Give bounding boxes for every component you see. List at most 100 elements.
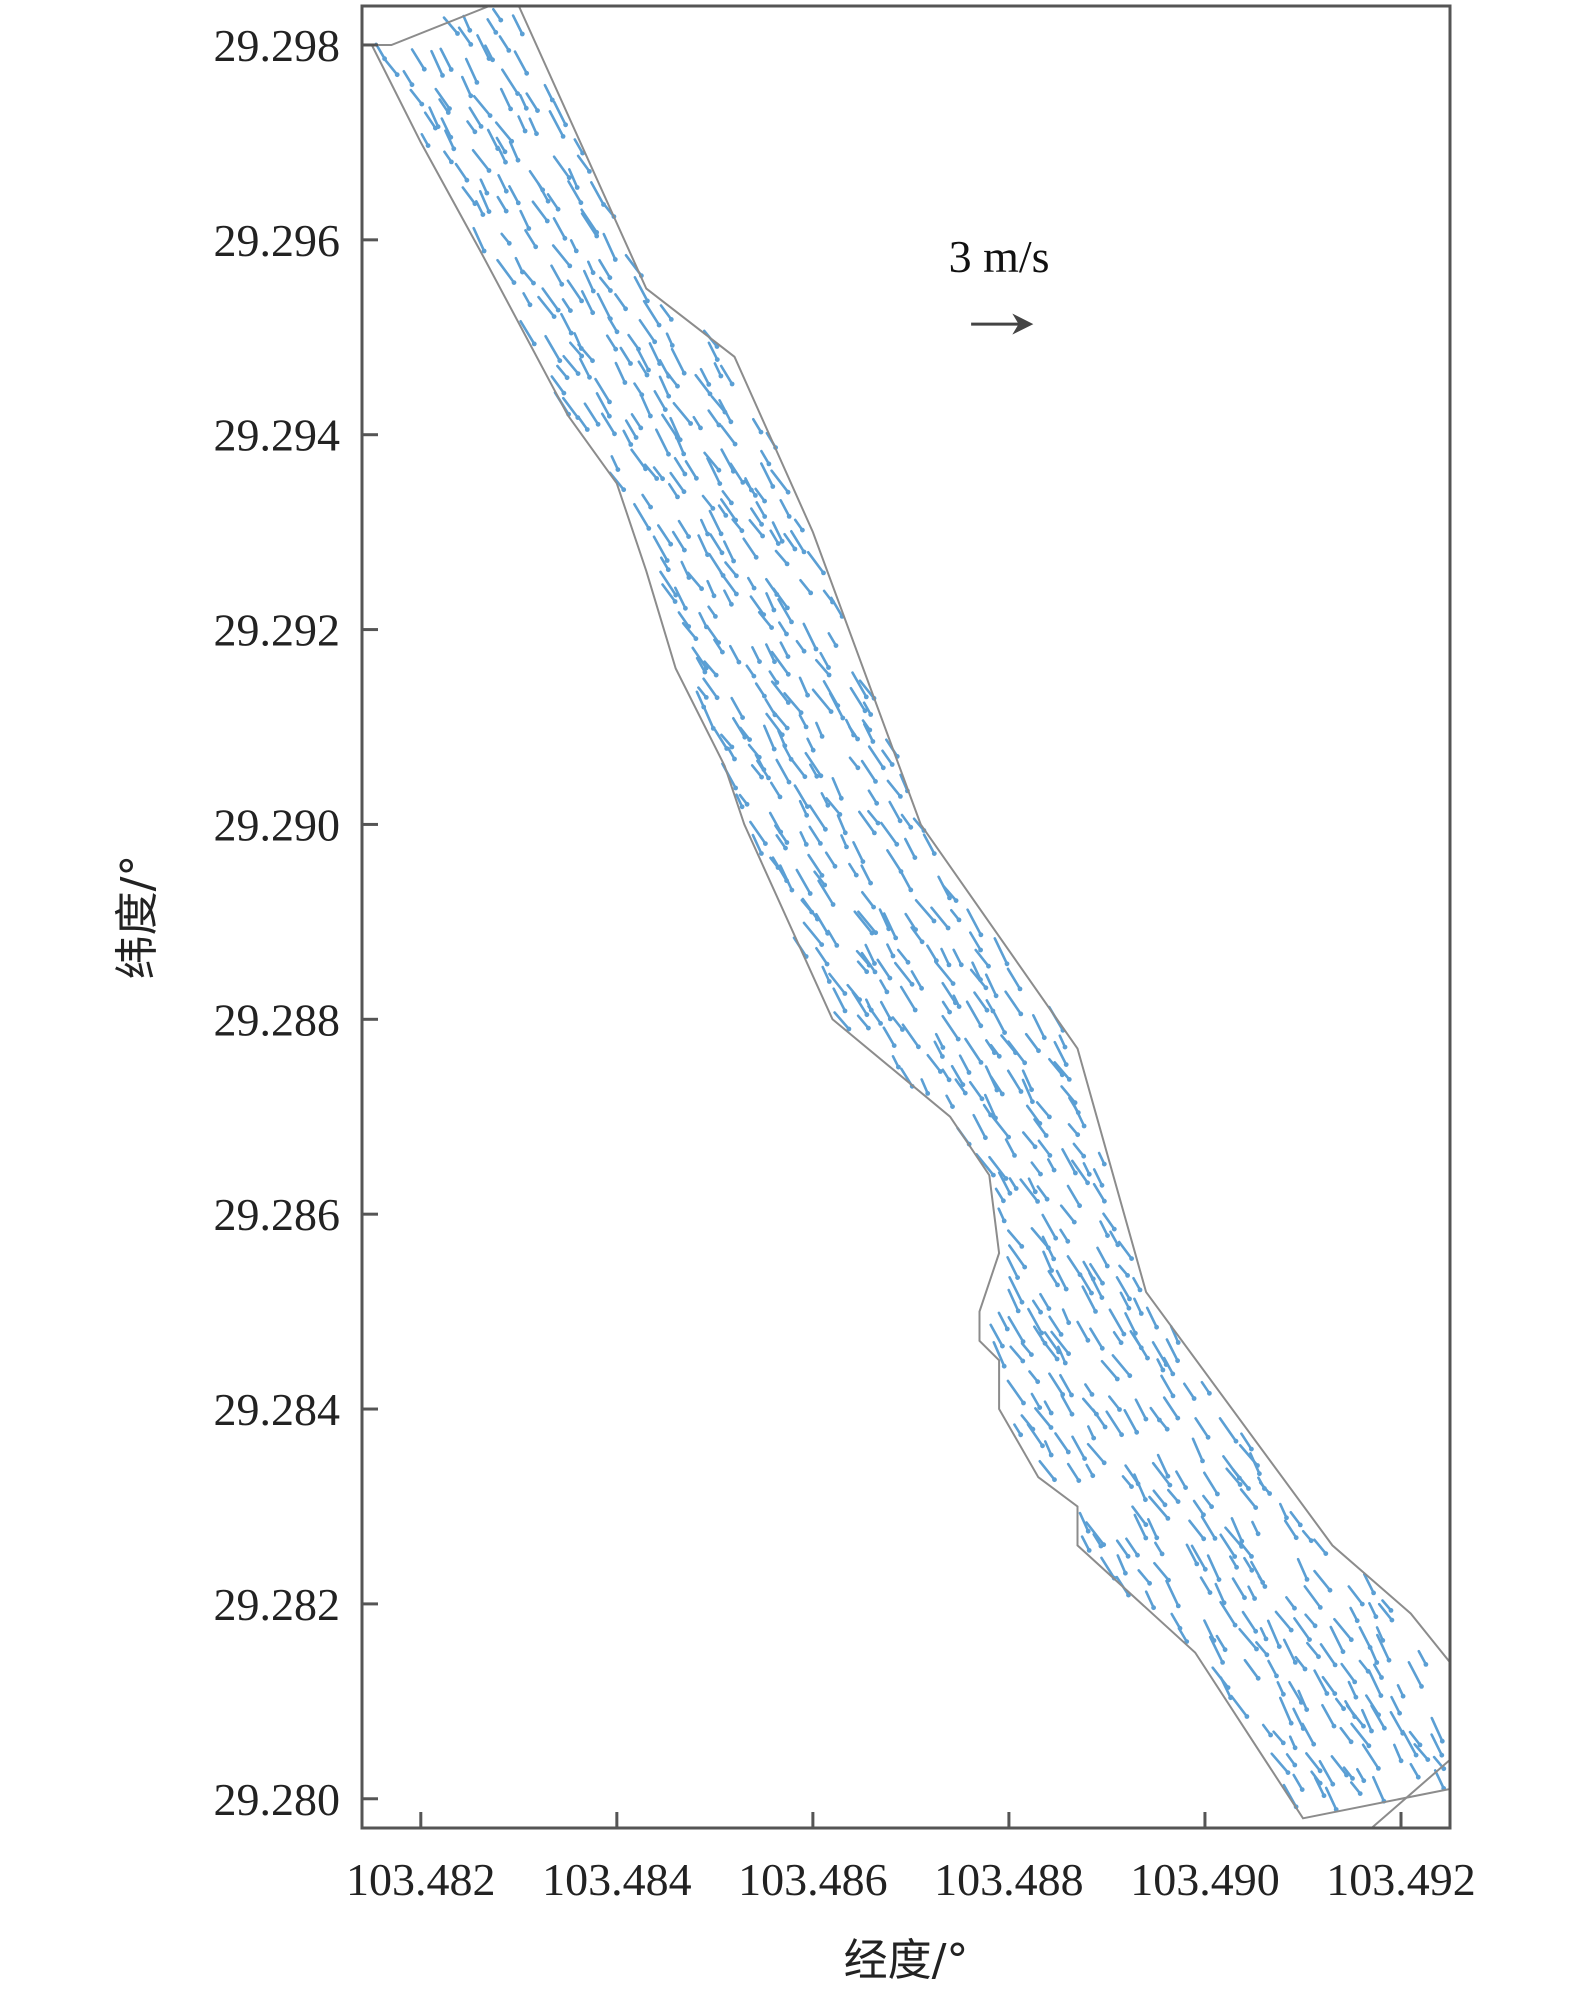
velocity-vector — [648, 342, 662, 366]
velocity-vector-shaft — [684, 460, 698, 480]
velocity-vector-shaft — [648, 342, 661, 365]
velocity-vector — [665, 332, 675, 348]
velocity-vector — [669, 471, 687, 495]
velocity-vector-shaft — [722, 540, 735, 563]
velocity-vector-shaft — [1358, 1626, 1372, 1649]
velocity-vector-shaft — [751, 417, 763, 434]
velocity-vector-shaft — [808, 825, 822, 845]
velocity-vector-head — [1049, 1268, 1054, 1273]
velocity-vector-shaft — [1021, 1069, 1033, 1091]
velocity-vector-shaft — [1086, 1442, 1106, 1465]
velocity-vector-shaft — [568, 341, 584, 358]
velocity-vector-shaft — [580, 290, 595, 315]
velocity-vector-head — [1361, 1778, 1367, 1784]
velocity-vector-head — [851, 732, 856, 738]
velocity-vector — [861, 719, 873, 733]
velocity-vector — [1086, 1442, 1107, 1466]
velocity-vector-shaft — [1361, 1708, 1373, 1733]
velocity-vector — [1318, 1760, 1336, 1787]
velocity-vector-shaft — [1408, 1730, 1422, 1747]
velocity-vector — [567, 168, 580, 190]
velocity-vector-head — [868, 880, 873, 886]
velocity-vector-shaft — [1059, 1204, 1076, 1224]
velocity-vector — [860, 864, 873, 886]
velocity-vector-head — [484, 190, 490, 196]
velocity-vector-shaft — [1175, 1470, 1187, 1489]
velocity-vector — [793, 784, 810, 809]
velocity-vector — [531, 200, 550, 224]
velocity-vector — [1125, 1537, 1140, 1558]
velocity-vector-head — [638, 425, 644, 431]
velocity-vector-head — [783, 845, 788, 851]
velocity-vector-head — [1013, 1050, 1018, 1056]
velocity-vector-head — [1019, 1244, 1025, 1249]
velocity-vector-shaft — [770, 650, 790, 676]
velocity-vector — [1199, 1576, 1213, 1595]
velocity-vector-shaft — [519, 209, 531, 230]
velocity-vector-shaft — [1082, 1397, 1098, 1416]
velocity-vector-head — [1054, 1356, 1060, 1362]
velocity-vector — [486, 128, 501, 152]
velocity-vector-head — [1099, 1295, 1105, 1300]
velocity-vector — [1324, 1786, 1339, 1812]
velocity-vector-shaft — [659, 570, 678, 597]
velocity-vector-head — [1105, 1233, 1110, 1238]
velocity-vector-head — [1143, 1416, 1149, 1422]
velocity-vector — [1123, 1409, 1140, 1435]
velocity-vector-head — [868, 712, 874, 717]
velocity-vector-head — [819, 873, 825, 878]
velocity-vector — [754, 682, 767, 699]
velocity-vector-shaft — [964, 1037, 983, 1064]
velocity-vector-shaft — [1185, 1543, 1199, 1566]
velocity-vector — [701, 494, 716, 511]
velocity-vector-head — [947, 895, 952, 901]
velocity-vector — [1350, 1722, 1372, 1749]
velocity-vector-head — [1018, 1089, 1024, 1094]
velocity-vector — [703, 451, 722, 473]
velocity-vector — [819, 651, 831, 670]
velocity-vector-head — [1138, 1345, 1144, 1351]
velocity-vector-shaft — [886, 849, 903, 873]
velocity-vector-head — [1205, 1434, 1211, 1440]
velocity-vector-shaft — [428, 106, 440, 128]
velocity-vector — [857, 810, 877, 836]
velocity-vector-head — [886, 926, 892, 932]
velocity-vector-head — [718, 531, 724, 537]
velocity-vector — [428, 106, 441, 130]
velocity-vector-head — [1091, 1435, 1097, 1441]
velocity-vector-head — [844, 844, 849, 850]
velocity-vector-head — [520, 269, 525, 275]
velocity-vector-shaft — [926, 1054, 942, 1073]
velocity-vector-shaft — [1376, 1633, 1391, 1662]
velocity-vector-head — [1292, 1605, 1297, 1611]
velocity-vector — [926, 1054, 943, 1074]
velocity-vector-head — [873, 930, 879, 936]
velocity-vector-head — [1281, 1691, 1286, 1697]
velocity-vector — [1255, 1641, 1270, 1658]
velocity-vector-head — [682, 471, 688, 477]
velocity-vector — [728, 644, 742, 665]
velocity-vector — [694, 373, 713, 397]
velocity-vector — [1361, 1743, 1381, 1771]
velocity-vector-shaft — [720, 733, 734, 749]
velocity-vector-shaft — [681, 621, 698, 641]
velocity-vector — [410, 48, 427, 72]
velocity-vector-shaft — [993, 1011, 1006, 1034]
velocity-vector-head — [693, 636, 699, 642]
velocity-vector-shaft — [800, 898, 814, 914]
velocity-vector-head — [758, 429, 764, 435]
velocity-vector-shaft — [828, 972, 847, 995]
velocity-vector-head — [478, 124, 484, 129]
velocity-vector-head — [978, 977, 983, 983]
velocity-vector-head — [1163, 1362, 1169, 1367]
velocity-vector-head — [842, 830, 848, 836]
velocity-vector-head — [872, 969, 878, 975]
velocity-vector-head — [864, 1012, 870, 1018]
velocity-vector-shaft — [1039, 1292, 1051, 1310]
velocity-vector — [1033, 1118, 1049, 1138]
velocity-vector-head — [984, 1007, 990, 1013]
velocity-vector-head — [777, 794, 783, 800]
velocity-vector-head — [623, 306, 628, 312]
velocity-vector-head — [562, 235, 568, 241]
velocity-vector-head — [448, 67, 454, 72]
